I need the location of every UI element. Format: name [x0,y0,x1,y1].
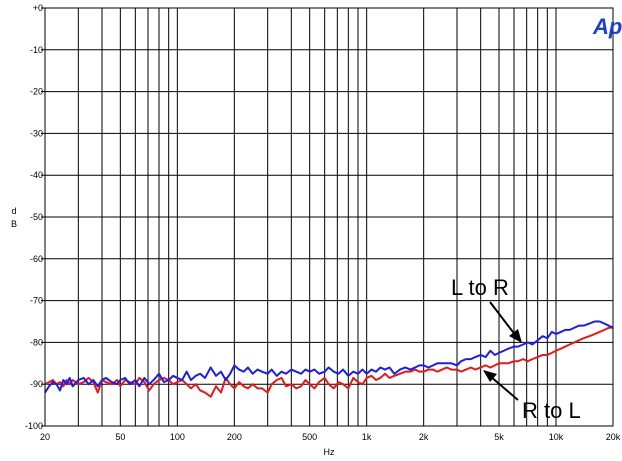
annotation-l-to-r: L to R [451,275,509,300]
x-tick-label: 5k [494,432,504,442]
x-tick-label: 20k [606,432,621,442]
series-layer [44,320,614,398]
x-tick-label: 20 [40,432,50,442]
y-tick-label: -90 [30,379,43,389]
y-tick-labels: +0 -10 -20 -30 -40 -50 -60 -70 -80 -90 -100 [25,3,45,431]
x-tick-label: 2k [419,432,429,442]
y-tick-label: -10 [30,45,43,55]
ap-logo: Ap [592,14,622,39]
x-tick-label: 50 [115,432,125,442]
x-tick-label: 10k [549,432,564,442]
y-tick-label: -50 [30,212,43,222]
annotation-arrow-r-to-l [489,375,519,401]
y-axis-label-line1: d [11,206,16,216]
annotation-arrowhead-r-to-l [483,370,497,382]
series-line-l-to-r [44,320,614,394]
x-tick-labels: 20 50 100 200 500 1k 2k 5k 10k 20k [40,432,621,442]
annotation-arrowhead-l-to-r [509,329,522,343]
x-axis-label: Hz [324,447,335,457]
x-tick-label: 100 [170,432,185,442]
y-tick-label: -60 [30,254,43,264]
annotations: L to R R to L [451,275,581,423]
annotation-arrow-l-to-r [489,301,517,337]
grid [45,8,613,426]
annotation-r-to-l: R to L [522,398,581,423]
y-tick-label: -100 [25,421,43,431]
x-tick-label: 1k [362,432,372,442]
y-tick-label: -80 [30,337,43,347]
x-tick-label: 200 [227,432,242,442]
y-tick-label: -30 [30,128,43,138]
y-tick-label: -20 [30,87,43,97]
y-tick-label: -70 [30,296,43,306]
y-tick-label: +0 [33,3,43,13]
y-axis-label-line2: B [11,219,17,229]
y-tick-label: -40 [30,170,43,180]
x-tick-label: 500 [302,432,317,442]
